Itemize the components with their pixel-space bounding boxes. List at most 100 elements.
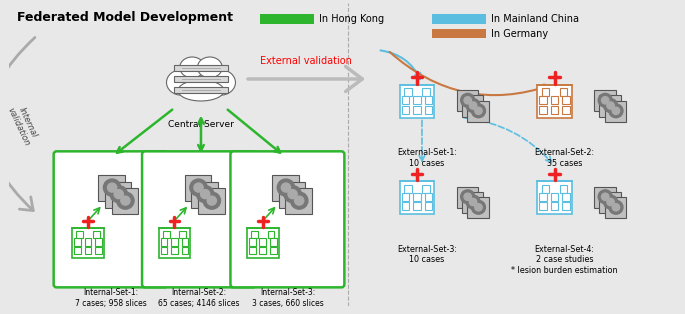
FancyBboxPatch shape [85, 238, 91, 246]
FancyBboxPatch shape [404, 88, 412, 96]
Circle shape [598, 190, 612, 204]
Text: External-Set-3:
10 cases: External-Set-3: 10 cases [397, 245, 457, 264]
FancyBboxPatch shape [279, 181, 306, 208]
FancyBboxPatch shape [413, 202, 421, 210]
FancyBboxPatch shape [425, 193, 432, 201]
FancyBboxPatch shape [551, 96, 558, 104]
Circle shape [197, 186, 214, 203]
Circle shape [277, 179, 295, 196]
FancyBboxPatch shape [542, 88, 549, 96]
Circle shape [612, 107, 620, 115]
FancyBboxPatch shape [182, 247, 188, 254]
Circle shape [288, 190, 297, 199]
FancyBboxPatch shape [171, 247, 178, 254]
FancyBboxPatch shape [159, 228, 190, 258]
Text: In Hong Kong: In Hong Kong [319, 14, 384, 24]
FancyBboxPatch shape [402, 96, 409, 104]
Circle shape [601, 97, 609, 104]
FancyBboxPatch shape [562, 106, 570, 114]
FancyBboxPatch shape [432, 29, 486, 39]
Circle shape [466, 99, 480, 112]
Text: External-Set-2:
35 cases: External-Set-2: 35 cases [534, 149, 595, 168]
FancyBboxPatch shape [551, 202, 558, 210]
Circle shape [194, 183, 203, 192]
Circle shape [121, 196, 130, 205]
Circle shape [471, 104, 486, 118]
FancyBboxPatch shape [539, 202, 547, 210]
Circle shape [461, 190, 475, 204]
FancyBboxPatch shape [74, 238, 81, 246]
FancyBboxPatch shape [467, 197, 488, 218]
Circle shape [295, 196, 304, 205]
Circle shape [464, 193, 471, 200]
FancyBboxPatch shape [112, 188, 138, 214]
FancyBboxPatch shape [537, 84, 572, 118]
FancyBboxPatch shape [425, 96, 432, 104]
Circle shape [466, 195, 480, 209]
FancyBboxPatch shape [53, 151, 168, 287]
FancyBboxPatch shape [74, 247, 81, 254]
FancyBboxPatch shape [605, 101, 626, 122]
FancyBboxPatch shape [457, 90, 478, 111]
FancyBboxPatch shape [105, 181, 132, 208]
FancyBboxPatch shape [404, 185, 412, 193]
FancyBboxPatch shape [605, 197, 626, 218]
FancyBboxPatch shape [560, 185, 567, 193]
FancyBboxPatch shape [198, 188, 225, 214]
Circle shape [603, 99, 618, 112]
Circle shape [116, 192, 134, 209]
FancyBboxPatch shape [191, 181, 218, 208]
FancyBboxPatch shape [251, 231, 258, 238]
FancyBboxPatch shape [551, 193, 558, 201]
Text: Federated Model Development: Federated Model Development [17, 11, 234, 24]
Circle shape [609, 104, 623, 118]
Text: External validation: External validation [260, 57, 352, 67]
FancyBboxPatch shape [402, 202, 409, 210]
Circle shape [114, 190, 123, 199]
FancyBboxPatch shape [562, 202, 570, 210]
FancyBboxPatch shape [268, 231, 275, 238]
FancyBboxPatch shape [539, 193, 547, 201]
FancyBboxPatch shape [179, 231, 186, 238]
FancyBboxPatch shape [539, 106, 547, 114]
Circle shape [469, 102, 477, 109]
FancyArrowPatch shape [248, 67, 362, 91]
FancyBboxPatch shape [77, 231, 83, 238]
Circle shape [108, 183, 116, 192]
FancyBboxPatch shape [171, 238, 178, 246]
FancyBboxPatch shape [270, 247, 277, 254]
FancyBboxPatch shape [161, 238, 167, 246]
FancyBboxPatch shape [413, 106, 421, 114]
FancyBboxPatch shape [402, 193, 409, 201]
FancyBboxPatch shape [599, 192, 621, 213]
FancyBboxPatch shape [247, 228, 279, 258]
FancyBboxPatch shape [174, 65, 228, 72]
Ellipse shape [197, 57, 222, 78]
FancyBboxPatch shape [423, 185, 429, 193]
FancyBboxPatch shape [425, 202, 432, 210]
Text: Internal-Set-1:
7 cases; 958 slices: Internal-Set-1: 7 cases; 958 slices [75, 288, 147, 308]
FancyBboxPatch shape [462, 192, 484, 213]
FancyBboxPatch shape [413, 96, 421, 104]
FancyBboxPatch shape [93, 231, 99, 238]
FancyBboxPatch shape [594, 187, 616, 208]
Circle shape [475, 107, 482, 115]
Ellipse shape [178, 80, 224, 101]
FancyBboxPatch shape [562, 96, 570, 104]
Circle shape [290, 192, 308, 209]
Text: External-Set-1:
10 cases: External-Set-1: 10 cases [397, 149, 457, 168]
FancyBboxPatch shape [163, 231, 170, 238]
FancyBboxPatch shape [457, 187, 478, 208]
Text: Internal-Set-2:
65 cases; 4146 slices: Internal-Set-2: 65 cases; 4146 slices [158, 288, 240, 308]
FancyBboxPatch shape [73, 228, 103, 258]
FancyBboxPatch shape [462, 95, 484, 116]
Ellipse shape [179, 57, 205, 78]
FancyBboxPatch shape [467, 101, 488, 122]
Ellipse shape [206, 70, 236, 95]
FancyBboxPatch shape [185, 175, 211, 201]
FancyBboxPatch shape [537, 181, 572, 214]
Circle shape [201, 190, 210, 199]
FancyBboxPatch shape [542, 185, 549, 193]
FancyBboxPatch shape [562, 193, 570, 201]
FancyBboxPatch shape [174, 87, 228, 94]
